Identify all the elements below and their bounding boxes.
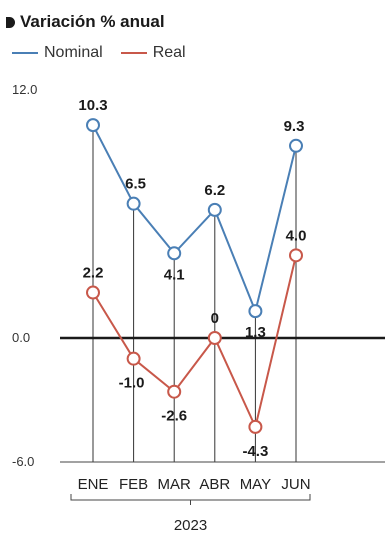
legend-swatch-real (120, 52, 147, 54)
point-real-feb (126, 351, 141, 366)
data-label-nominal-may: 1.3 (245, 324, 266, 341)
point-real-ene (86, 285, 100, 300)
point-nominal-abr (207, 202, 222, 217)
data-label-real-may: -4.3 (242, 443, 268, 460)
legend: Nominal Real (12, 44, 186, 62)
year-bracket (70, 494, 311, 505)
point-real-abr (207, 331, 222, 345)
x-tick-label-jun: JUN (281, 476, 310, 493)
series-line-real (92, 255, 297, 430)
point-real-mar (167, 384, 182, 399)
data-label-nominal-ene: 10.3 (78, 97, 107, 114)
year-label: 2023 (174, 517, 207, 534)
point-real-may (248, 419, 263, 434)
x-tick-label-ene: ENE (78, 476, 109, 493)
point-real-jun (289, 248, 303, 263)
data-label-real-jun: 4.0 (286, 227, 307, 244)
y-tick-label: -6.0 (12, 454, 34, 469)
subtitle-marker-icon (6, 16, 15, 28)
point-nominal-jun (289, 138, 303, 153)
series-line-nominal (92, 124, 297, 315)
legend-label-nominal: Nominal (44, 44, 103, 61)
data-label-real-abr: 0 (211, 310, 219, 327)
legend-swatch-nominal (12, 52, 38, 54)
data-label-nominal-mar: 4.1 (164, 266, 185, 283)
x-tick-label-mar: MAR (158, 476, 192, 493)
point-nominal-may (248, 304, 263, 319)
legend-item-real: Real (120, 44, 186, 62)
x-tick-label-may: MAY (240, 476, 271, 493)
data-label-nominal-feb: 6.5 (125, 176, 146, 193)
chart-subtitle-text: Variación % anual (20, 12, 165, 31)
point-nominal-mar (167, 246, 182, 261)
data-label-nominal-abr: 6.2 (204, 182, 225, 199)
y-tick-label: 0.0 (12, 330, 30, 345)
point-nominal-feb (126, 196, 141, 211)
x-tick-label-abr: ABR (199, 476, 230, 493)
data-label-real-feb: -1.0 (119, 375, 145, 392)
x-tick-label-feb: FEB (119, 476, 148, 493)
data-label-real-mar: -2.6 (161, 408, 187, 425)
data-label-nominal-jun: 9.3 (284, 118, 305, 135)
legend-label-real: Real (152, 44, 186, 61)
data-label-real-ene: 2.2 (83, 265, 104, 282)
legend-item-nominal: Nominal (12, 44, 103, 62)
chart-subtitle: Variación % anual (6, 12, 165, 32)
y-tick-label: 12.0 (12, 82, 37, 97)
point-nominal-ene (86, 118, 100, 133)
